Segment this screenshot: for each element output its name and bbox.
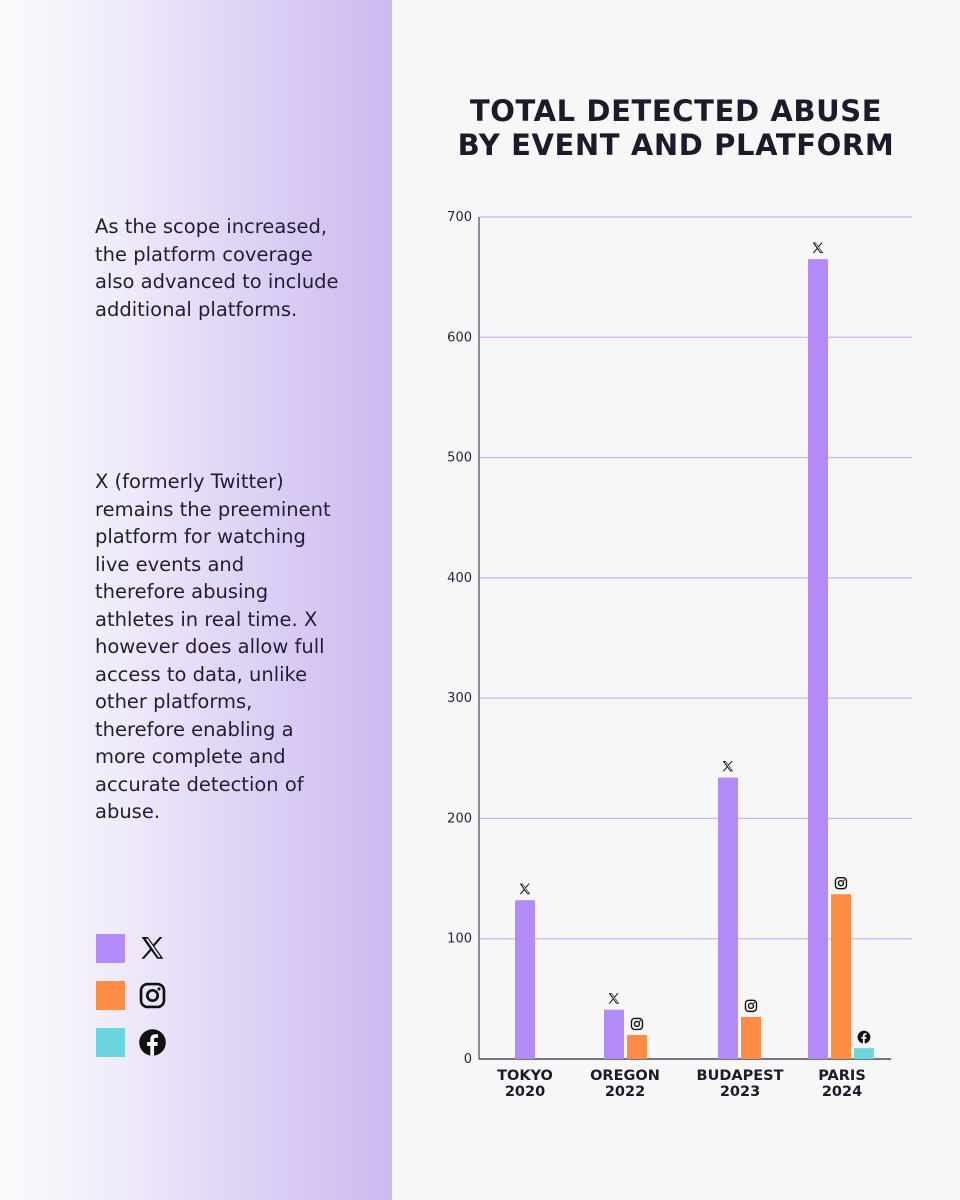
facebook-icon bbox=[139, 1029, 166, 1056]
bar-instagram bbox=[741, 1016, 761, 1059]
x-logo-icon bbox=[608, 993, 620, 1004]
y-tick-label: 700 bbox=[447, 210, 472, 225]
bar-x bbox=[718, 777, 738, 1059]
legend-swatch-x bbox=[96, 934, 125, 963]
y-tick-label: 300 bbox=[447, 691, 472, 706]
bar-chart: 0100200300400500600700TOKYO2020OREGON202… bbox=[447, 210, 912, 1100]
x-logo-icon bbox=[519, 883, 531, 895]
chart-title: TOTAL DETECTED ABUSE BY EVENT AND PLATFOR… bbox=[457, 94, 895, 162]
instagram-icon bbox=[139, 982, 166, 1009]
bar-instagram bbox=[627, 1034, 647, 1059]
x-logo-icon bbox=[141, 937, 164, 959]
x-category-label: 2023 bbox=[720, 1084, 760, 1100]
legend-swatch-facebook bbox=[96, 1028, 125, 1057]
facebook-icon bbox=[857, 1030, 871, 1044]
x-logo-icon bbox=[812, 242, 824, 253]
y-tick-label: 400 bbox=[447, 571, 472, 586]
bar-facebook bbox=[854, 1048, 874, 1059]
y-tick-label: 200 bbox=[447, 811, 472, 826]
x-category-label: 2020 bbox=[505, 1084, 545, 1100]
bar-x bbox=[808, 259, 828, 1060]
instagram-icon bbox=[744, 999, 758, 1013]
y-tick-label: 100 bbox=[447, 932, 472, 947]
x-category-label: PARIS bbox=[818, 1068, 866, 1084]
bar-x bbox=[515, 900, 535, 1059]
x-category-label: 2024 bbox=[822, 1084, 862, 1100]
side-panel bbox=[0, 0, 392, 1200]
y-tick-label: 500 bbox=[447, 451, 472, 466]
x-category-label: OREGON bbox=[590, 1068, 660, 1084]
x-category-label: TOKYO bbox=[497, 1068, 553, 1084]
instagram-icon bbox=[834, 876, 848, 890]
bar-instagram bbox=[831, 894, 851, 1059]
x-logo-icon bbox=[722, 760, 734, 772]
intro-paragraph: As the scope increased, the platform cov… bbox=[95, 215, 339, 321]
bar-x bbox=[604, 1009, 624, 1059]
x-category-label: 2022 bbox=[605, 1084, 645, 1100]
y-tick-label: 0 bbox=[464, 1052, 472, 1067]
legend-swatch-instagram bbox=[96, 981, 125, 1010]
x-platform-paragraph: X (formerly Twitter) remains the preemin… bbox=[95, 470, 331, 823]
instagram-icon bbox=[630, 1017, 644, 1031]
x-category-label: BUDAPEST bbox=[697, 1068, 784, 1084]
y-tick-label: 600 bbox=[447, 330, 472, 345]
